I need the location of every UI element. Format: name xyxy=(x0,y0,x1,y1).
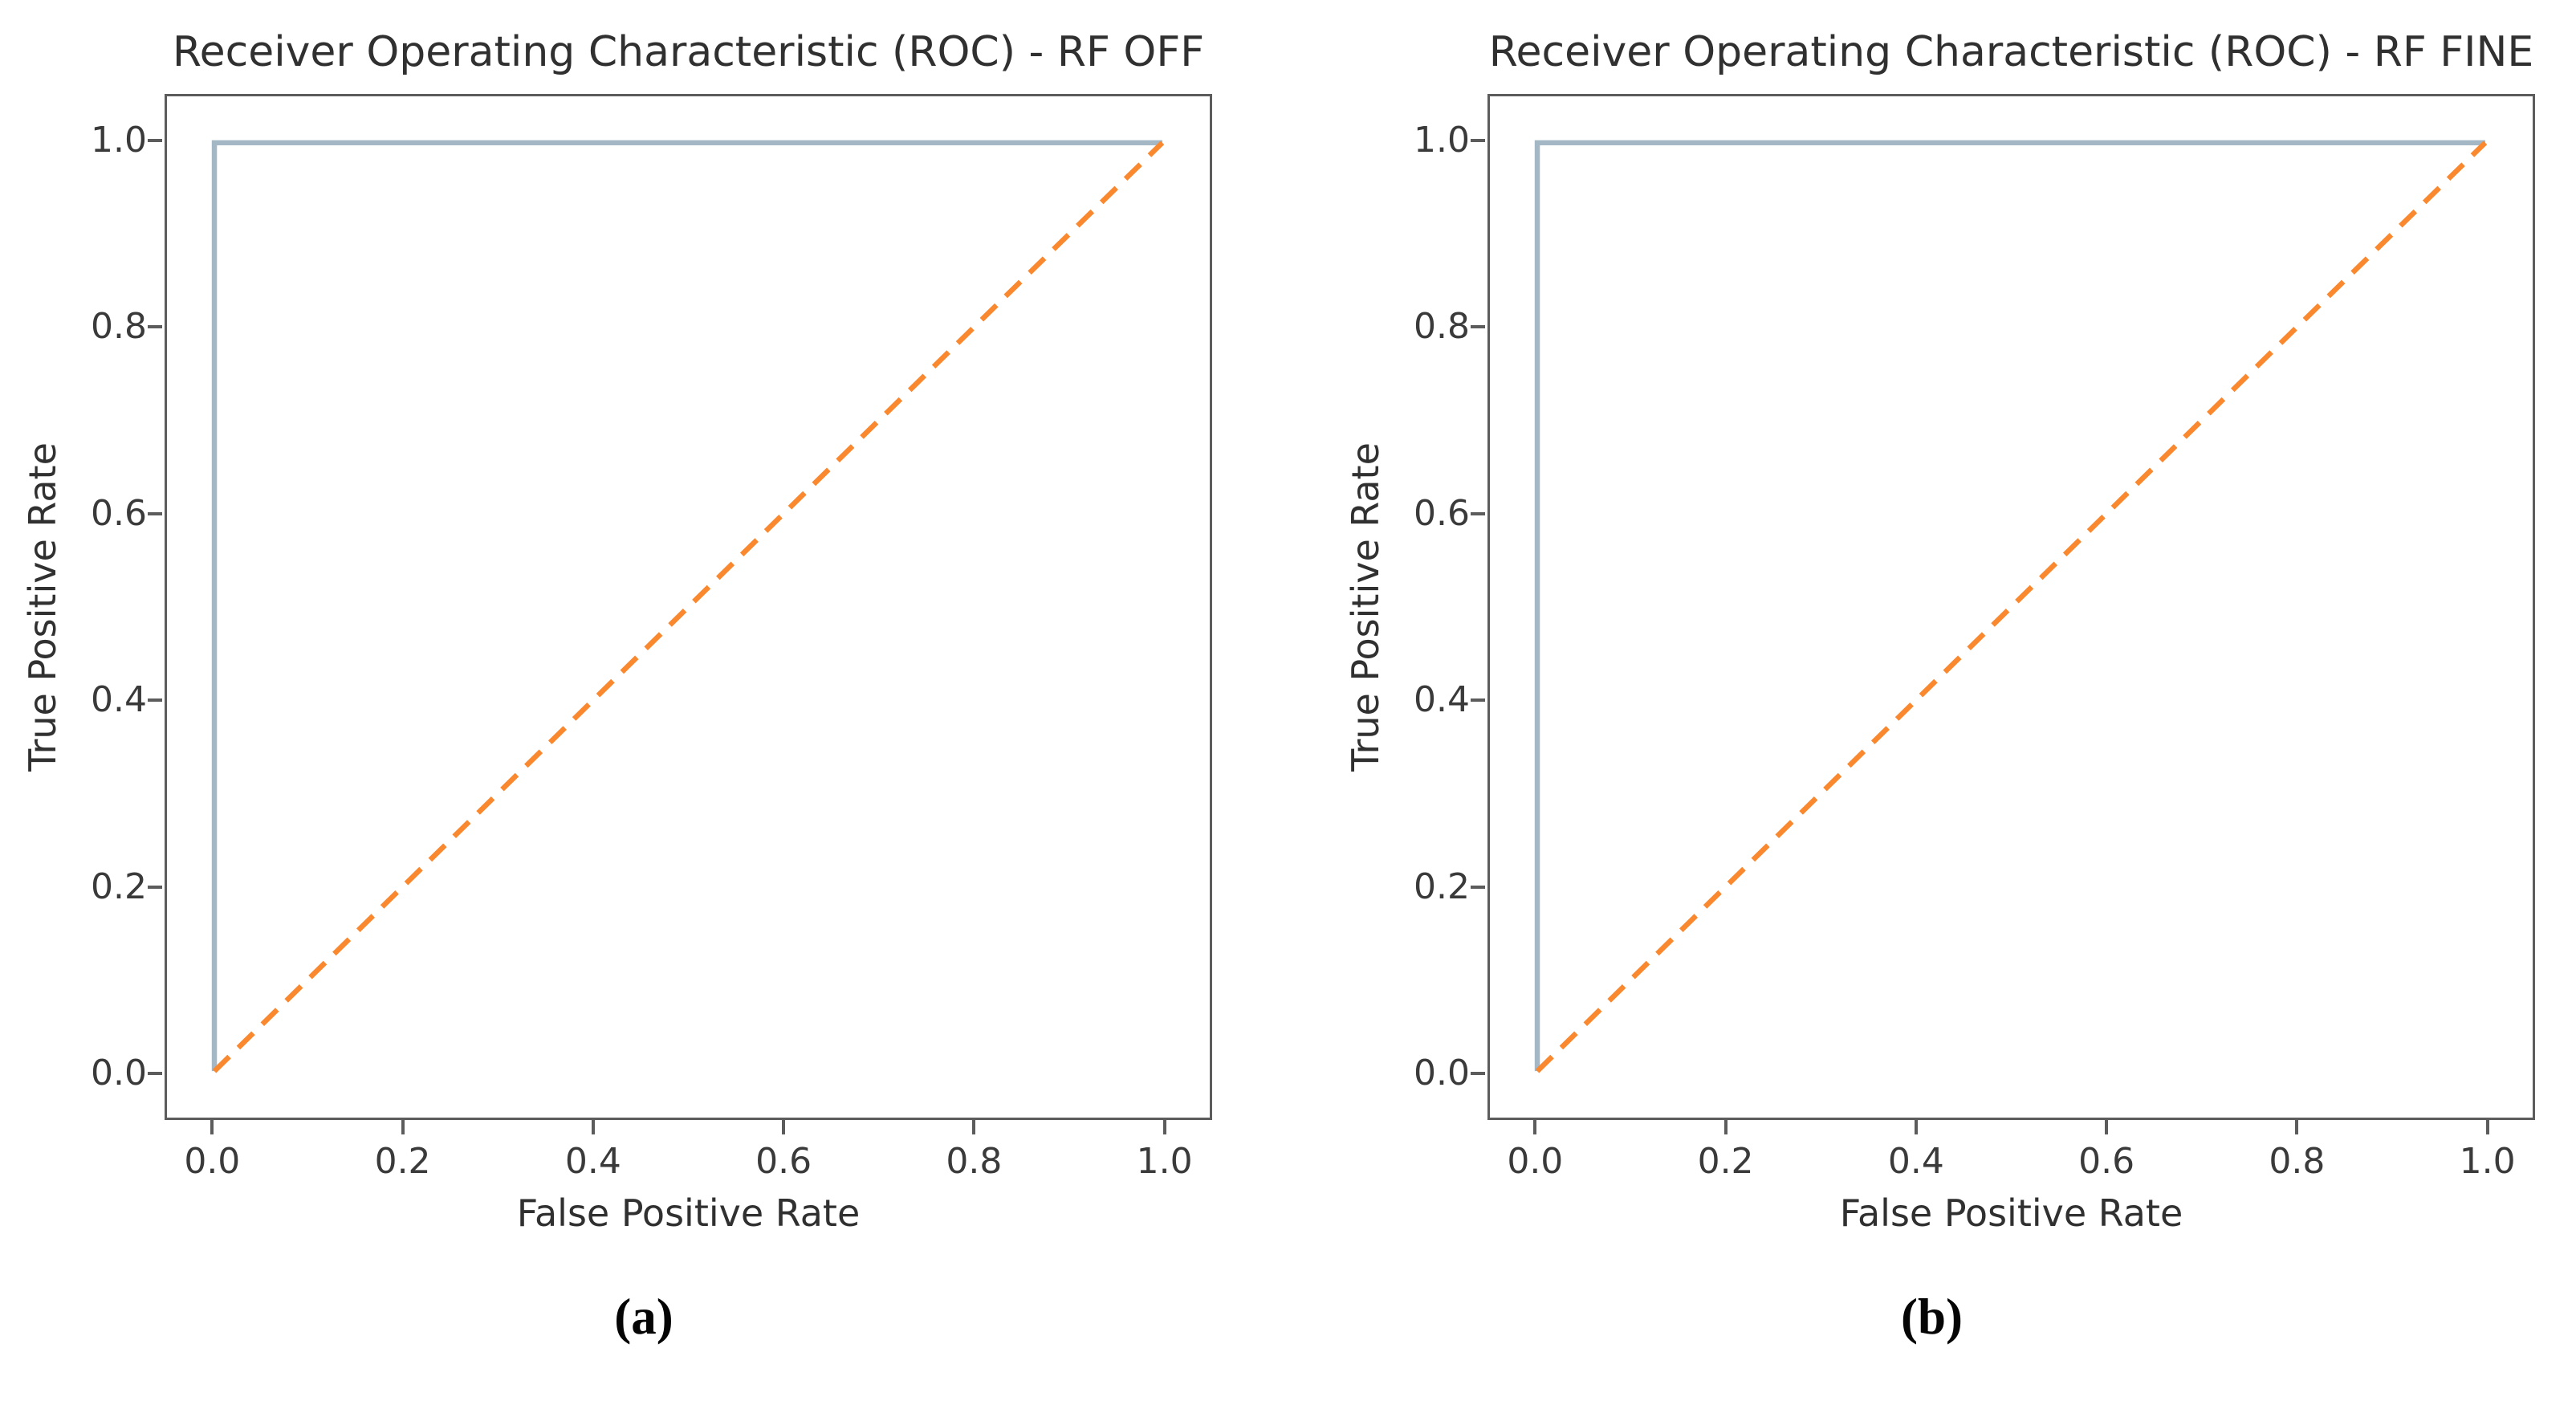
y-tick-mark xyxy=(148,885,162,889)
x-tick-mark xyxy=(1723,1120,1728,1134)
y-tick-mark xyxy=(1471,325,1485,329)
plot-title: Receiver Operating Characteristic (ROC) … xyxy=(1488,28,2534,76)
subfigure-label-a: (a) xyxy=(614,1289,674,1345)
x-tick-mark xyxy=(1533,1120,1537,1134)
x-tick-mark xyxy=(210,1120,214,1134)
roc-curve-line xyxy=(211,140,1162,1072)
x-axis-label: False Positive Rate xyxy=(516,1191,861,1235)
x-tick-mark xyxy=(401,1120,405,1134)
x-tick-label: 0.2 xyxy=(1697,1141,1754,1182)
roc-curve-line xyxy=(1534,140,2485,1072)
x-tick-label: 1.0 xyxy=(1136,1141,1193,1182)
y-tick-mark xyxy=(1471,139,1485,143)
y-tick-mark xyxy=(1471,1071,1485,1075)
x-tick-mark xyxy=(2485,1120,2489,1134)
x-tick-mark xyxy=(591,1120,595,1134)
y-tick-mark xyxy=(1471,511,1485,515)
x-tick-mark xyxy=(1162,1120,1166,1134)
roc-chart xyxy=(211,140,1165,1073)
x-tick-mark xyxy=(2105,1120,2109,1134)
x-tick-label: 0.6 xyxy=(2078,1141,2135,1182)
x-tick-label: 0.6 xyxy=(755,1141,812,1182)
y-tick-mark xyxy=(148,511,162,515)
x-tick-label: 0.8 xyxy=(946,1141,1003,1182)
y-tick-mark xyxy=(148,139,162,143)
plot-frame xyxy=(1487,94,2535,1120)
roc-panel-a: Receiver Operating Characteristic (ROC) … xyxy=(21,28,1212,1345)
roc-chart xyxy=(1534,140,2488,1073)
x-tick-label: 0.0 xyxy=(1507,1141,1564,1182)
x-tick-mark xyxy=(972,1120,976,1134)
x-tick-mark xyxy=(782,1120,786,1134)
y-tick-mark xyxy=(1471,885,1485,889)
y-tick-mark xyxy=(148,1071,162,1075)
y-tick-mark xyxy=(148,698,162,703)
subfigure-label-b: (b) xyxy=(1901,1289,1963,1345)
x-tick-label: 0.2 xyxy=(374,1141,431,1182)
x-tick-label: 1.0 xyxy=(2459,1141,2516,1182)
chance-diagonal-line xyxy=(1535,141,2488,1073)
roc-panel-b: Receiver Operating Characteristic (ROC) … xyxy=(1288,0,2576,1401)
x-tick-label: 0.0 xyxy=(184,1141,241,1182)
y-axis-label: True Positive Rate xyxy=(21,442,65,772)
x-tick-label: 0.4 xyxy=(1887,1141,1944,1182)
y-axis-label: True Positive Rate xyxy=(1344,442,1388,772)
plot-title: Receiver Operating Characteristic (ROC) … xyxy=(172,28,1205,76)
plot-frame xyxy=(165,94,1212,1120)
y-tick-mark xyxy=(148,325,162,329)
y-tick-mark xyxy=(1471,698,1485,703)
x-tick-label: 0.4 xyxy=(564,1141,621,1182)
x-tick-mark xyxy=(1914,1120,1918,1134)
x-tick-mark xyxy=(2295,1120,2299,1134)
chance-diagonal-line xyxy=(212,141,1165,1073)
x-axis-label: False Positive Rate xyxy=(1839,1191,2183,1235)
x-tick-label: 0.8 xyxy=(2269,1141,2326,1182)
